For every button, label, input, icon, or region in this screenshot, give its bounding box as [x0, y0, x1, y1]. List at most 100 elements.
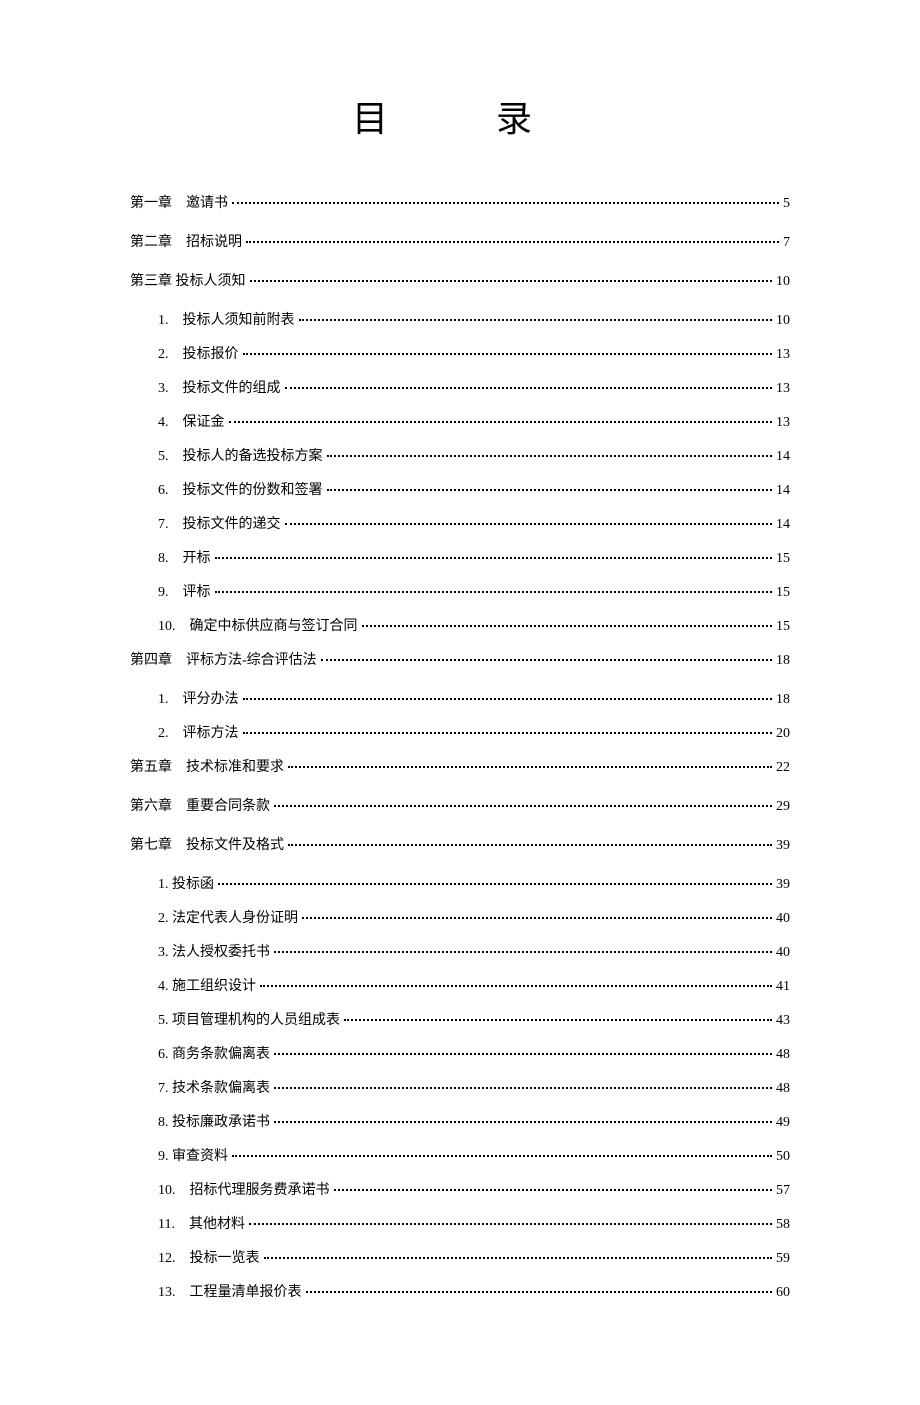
toc-sub-group: 1. 评分办法 18 2. 评标方法 20	[130, 688, 790, 742]
toc-chapter-row: 第六章 重要合同条款 29	[130, 795, 790, 815]
toc-subitem-row: 3. 法人授权委托书 40	[158, 941, 790, 961]
toc-page-number: 14	[776, 517, 790, 533]
toc-subitem-label: 8. 开标	[158, 547, 211, 567]
toc-chapter-group: 第一章 邀请书 5	[130, 192, 790, 212]
toc-subitem-label: 3. 投标文件的组成	[158, 377, 281, 397]
toc-subitem-row: 1. 投标函 39	[158, 873, 790, 893]
toc-subitem-row: 2. 投标报价 13	[158, 343, 790, 363]
toc-chapter-row: 第二章 招标说明 7	[130, 231, 790, 251]
toc-chapter-row: 第一章 邀请书 5	[130, 192, 790, 212]
toc-page-number: 18	[776, 653, 790, 669]
toc-dots	[334, 1189, 773, 1191]
toc-dots	[327, 455, 773, 457]
toc-chapter-group: 第四章 评标方法-综合评估法 18 1. 评分办法 18 2. 评标方法 20	[130, 649, 790, 742]
toc-subitem-label: 10. 招标代理服务费承诺书	[158, 1179, 330, 1199]
toc-subitem-label: 8. 投标廉政承诺书	[158, 1111, 270, 1131]
toc-subitem-row: 2. 法定代表人身份证明 40	[158, 907, 790, 927]
toc-dots	[327, 489, 773, 491]
toc-sub-group: 1. 投标人须知前附表 102. 投标报价 133. 投标文件的组成 134. …	[130, 309, 790, 635]
toc-subitem-label: 9. 审查资料	[158, 1145, 228, 1165]
toc-subitem-row: 6. 商务条款偏离表 48	[158, 1043, 790, 1063]
toc-page-number: 13	[776, 381, 790, 397]
toc-dots	[321, 659, 772, 661]
toc-dots	[274, 1053, 772, 1055]
toc-dots	[215, 557, 773, 559]
toc-subitem-row: 9. 评标 15	[158, 581, 790, 601]
toc-dots	[288, 766, 772, 768]
toc-dots	[288, 844, 772, 846]
toc-page-number: 13	[776, 415, 790, 431]
toc-dots	[362, 625, 773, 627]
toc-page-number: 48	[776, 1081, 790, 1097]
toc-page-number: 29	[776, 799, 790, 815]
toc-chapter-group: 第三章 投标人须知 101. 投标人须知前附表 102. 投标报价 133. 投…	[130, 270, 790, 635]
toc-chapter-group: 第二章 招标说明 7	[130, 231, 790, 251]
toc-subitem-row: 3. 投标文件的组成 13	[158, 377, 790, 397]
toc-subitem-row: 8. 开标 15	[158, 547, 790, 567]
toc-subitem-label: 7. 技术条款偏离表	[158, 1077, 270, 1097]
toc-subitem-label: 4. 保证金	[158, 411, 225, 431]
toc-chapter-row: 第四章 评标方法-综合评估法 18	[130, 649, 790, 669]
toc-chapter-label: 第五章 技术标准和要求	[130, 756, 284, 776]
toc-chapter-group: 第七章 投标文件及格式 39 1. 投标函 39 2. 法定代表人身份证明 40 3.…	[130, 834, 790, 1301]
toc-page-number: 14	[776, 483, 790, 499]
toc-chapter-row: 第七章 投标文件及格式 39	[130, 834, 790, 854]
toc-page-number: 15	[776, 585, 790, 601]
toc-subitem-row: 1. 评分办法 18	[158, 688, 790, 708]
toc-dots	[250, 280, 773, 282]
toc-subitem-row: 6. 投标文件的份数和签署 14	[158, 479, 790, 499]
toc-title: 目 录	[130, 90, 790, 142]
toc-subitem-label: 1. 评分办法	[158, 688, 239, 708]
toc-subitem-label: 1. 投标函	[158, 873, 214, 893]
toc-subitem-label: 3. 法人授权委托书	[158, 941, 270, 961]
toc-dots	[246, 241, 779, 243]
toc-page-number: 57	[776, 1183, 790, 1199]
toc-subitem-row: 4. 保证金 13	[158, 411, 790, 431]
toc-chapter-label: 第二章 招标说明	[130, 231, 242, 251]
toc-page-number: 7	[783, 235, 790, 251]
toc-dots	[285, 523, 773, 525]
toc-dots	[274, 805, 772, 807]
toc-page-number: 10	[776, 313, 790, 329]
toc-page-number: 41	[776, 979, 790, 995]
toc-subitem-row: 4. 施工组织设计 41	[158, 975, 790, 995]
toc-dots	[264, 1257, 773, 1259]
toc-subitem-label: 2. 投标报价	[158, 343, 239, 363]
toc-chapter-label: 第七章 投标文件及格式	[130, 834, 284, 854]
toc-dots	[274, 1121, 772, 1123]
toc-page-number: 10	[776, 274, 790, 290]
toc-subitem-label: 9. 评标	[158, 581, 211, 601]
toc-subitem-label: 10. 确定中标供应商与签订合同	[158, 615, 358, 635]
toc-page-number: 40	[776, 911, 790, 927]
toc-subitem-label: 13. 工程量清单报价表	[158, 1281, 302, 1301]
toc-page-number: 22	[776, 760, 790, 776]
toc-subitem-label: 6. 投标文件的份数和签署	[158, 479, 323, 499]
toc-subitem-row: 11. 其他材料 58	[158, 1213, 790, 1233]
toc-subitem-row: 5. 项目管理机构的人员组成表 43	[158, 1009, 790, 1029]
toc-page-number: 14	[776, 449, 790, 465]
toc-subitem-label: 5. 投标人的备选投标方案	[158, 445, 323, 465]
toc-chapter-label: 第四章 评标方法-综合评估法	[130, 649, 317, 669]
toc-page-number: 13	[776, 347, 790, 363]
toc-dots	[306, 1291, 773, 1293]
toc-page-number: 15	[776, 551, 790, 567]
toc-subitem-row: 12. 投标一览表 59	[158, 1247, 790, 1267]
toc-subitem-row: 10. 确定中标供应商与签订合同 15	[158, 615, 790, 635]
toc-dots	[249, 1223, 772, 1225]
toc-dots	[215, 591, 773, 593]
toc-page-number: 39	[776, 838, 790, 854]
toc-page-number: 5	[783, 196, 790, 212]
toc-dots	[229, 421, 773, 423]
toc-dots	[274, 1087, 772, 1089]
toc-subitem-row: 8. 投标廉政承诺书 49	[158, 1111, 790, 1131]
toc-subitem-row: 9. 审查资料 50	[158, 1145, 790, 1165]
toc-subitem-row: 2. 评标方法 20	[158, 722, 790, 742]
toc-subitem-row: 7. 投标文件的递交 14	[158, 513, 790, 533]
toc-page-number: 58	[776, 1217, 790, 1233]
toc-dots	[218, 883, 772, 885]
toc-dots	[299, 319, 773, 321]
toc-page-number: 48	[776, 1047, 790, 1063]
toc-subitem-label: 11. 其他材料	[158, 1213, 245, 1233]
toc-subitem-row: 5. 投标人的备选投标方案 14	[158, 445, 790, 465]
toc-dots	[243, 732, 773, 734]
